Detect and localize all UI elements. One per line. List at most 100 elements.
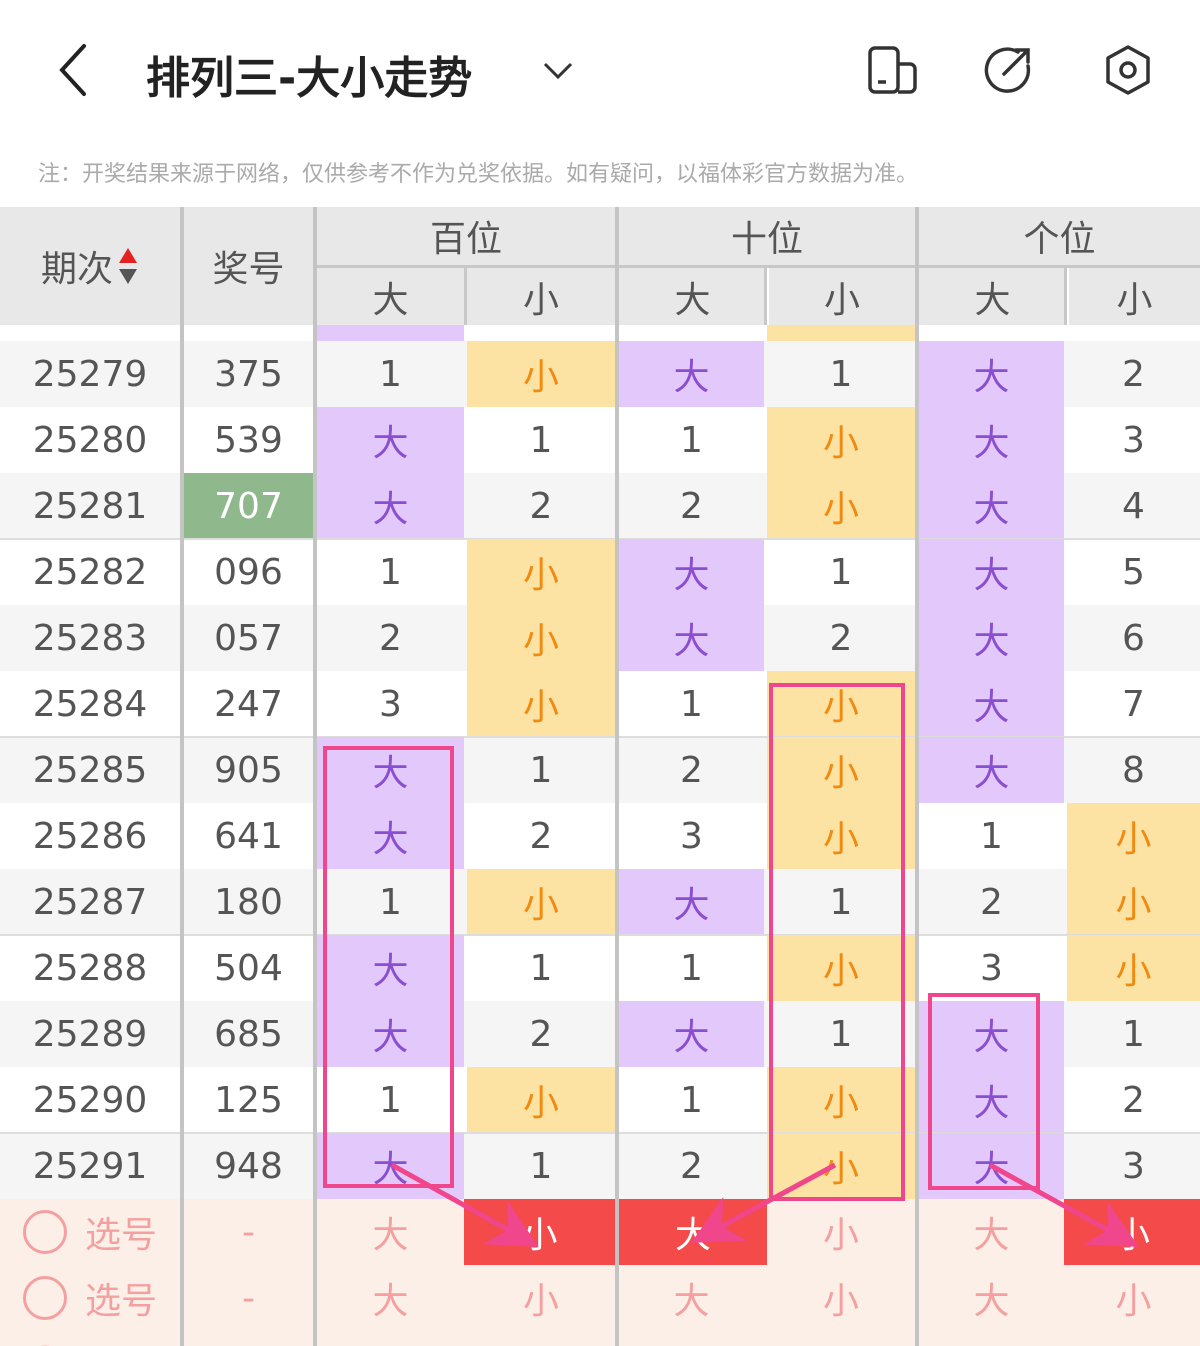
radio-button[interactable]: [22, 1210, 67, 1254]
sub-header-small: 小: [467, 268, 615, 325]
miss-count-cell: 2: [680, 485, 703, 527]
small-cell: 小: [467, 341, 615, 407]
column-divider: [915, 207, 919, 1346]
miss-count-cell: 1: [680, 947, 703, 989]
pick-cell-selected[interactable]: 小: [1064, 1199, 1200, 1265]
big-cell: 大: [317, 1133, 464, 1199]
sub-header-big: 大: [619, 268, 766, 325]
period-cell: 25290: [32, 1079, 148, 1121]
sub-header-big: 大: [919, 268, 1066, 325]
page-title[interactable]: 排列三-大小走势: [146, 53, 473, 104]
pick-cell[interactable]: 大: [317, 1199, 464, 1265]
pick-number: -: [184, 1265, 313, 1331]
settings-icon[interactable]: [1100, 42, 1156, 98]
group-header: 十位: [619, 207, 915, 265]
big-cell: 大: [919, 1133, 1064, 1199]
period-cell: 25282: [32, 551, 148, 593]
number-cell: 539: [214, 419, 283, 461]
miss-count-cell: 1: [1122, 1013, 1145, 1055]
miss-count-cell: 7: [1122, 683, 1145, 725]
big-cell: 大: [317, 407, 464, 473]
miss-count-cell: 1: [829, 353, 853, 395]
sort-icon[interactable]: [117, 246, 139, 286]
small-cell: 小: [467, 671, 615, 737]
miss-count-cell: 1: [680, 683, 703, 725]
miss-count-cell: 2: [980, 881, 1003, 923]
small-cell: 小: [467, 869, 615, 935]
period-cell: 25283: [32, 617, 148, 659]
pick-row-label[interactable]: 选号: [0, 1199, 180, 1265]
miss-count-cell: 2: [379, 617, 402, 659]
big-cell: 大: [619, 869, 764, 935]
small-cell: 小: [1067, 869, 1200, 935]
miss-count-cell: 1: [529, 1145, 553, 1187]
big-cell: 大: [619, 1001, 764, 1067]
period-cell: 25289: [32, 1013, 148, 1055]
pick-cell[interactable]: 小: [767, 1265, 915, 1331]
miss-count-cell: 3: [379, 683, 402, 725]
miss-count-cell: 4: [1122, 485, 1145, 527]
pick-cell-selected[interactable]: 大: [619, 1199, 767, 1265]
pick-label: 选号: [84, 1215, 157, 1256]
number-cell: 375: [214, 353, 283, 395]
pick-cell[interactable]: 小: [1067, 1265, 1200, 1331]
number-cell: 685: [214, 1013, 283, 1055]
small-cell: 小: [767, 935, 915, 1001]
number-cell: 905: [214, 749, 283, 791]
radio-partial-icon[interactable]: [20, 1331, 70, 1346]
pick-row-label[interactable]: 选号: [0, 1265, 180, 1331]
back-arrow-icon[interactable]: [52, 40, 102, 100]
miss-count-cell: 2: [529, 815, 553, 857]
group-header: 百位: [317, 207, 615, 265]
miss-count-cell: 8: [1122, 749, 1145, 791]
radio-button[interactable]: [22, 1276, 67, 1320]
number-cell: 125: [214, 1079, 283, 1121]
pick-cell-selected[interactable]: 小: [464, 1199, 615, 1265]
miss-count-cell: 3: [980, 947, 1003, 989]
split-screen-icon[interactable]: [864, 42, 920, 98]
pick-row-partial: [0, 1331, 1200, 1346]
small-cell: 小: [1067, 803, 1200, 869]
big-cell: 大: [317, 935, 464, 1001]
period-cell: 25284: [32, 683, 148, 725]
share-icon[interactable]: [980, 42, 1036, 98]
period-cell: 25287: [32, 881, 148, 923]
miss-count-cell: 1: [829, 551, 853, 593]
number-cell: 057: [214, 617, 283, 659]
trend-table: 期次 奖号 百位大小十位大小个位大小 25279 375 1 小大 1 大 2 25280 539 大 1…: [0, 207, 1200, 1346]
big-cell: 大: [619, 605, 764, 671]
column-divider: [615, 207, 619, 1346]
column-header-period[interactable]: 期次: [0, 207, 180, 325]
group-header: 个位: [919, 207, 1200, 265]
big-cell: 大: [619, 539, 764, 605]
pick-cell[interactable]: 大: [919, 1199, 1064, 1265]
pick-cell[interactable]: 大: [919, 1265, 1064, 1331]
partial-cell: [767, 325, 915, 341]
column-header-number: 奖号: [184, 207, 313, 325]
pick-number: -: [184, 1199, 313, 1265]
miss-count-cell: 1: [680, 1079, 703, 1121]
small-cell: 小: [767, 737, 915, 803]
pick-cell[interactable]: 大: [317, 1265, 464, 1331]
miss-count-cell: 2: [1122, 1079, 1145, 1121]
small-cell: 小: [467, 539, 615, 605]
period-cell: 25291: [32, 1145, 148, 1187]
small-cell: 小: [767, 803, 915, 869]
big-cell: 大: [919, 1001, 1064, 1067]
number-cell: 948: [214, 1145, 283, 1187]
column-divider: [180, 207, 184, 1346]
big-cell: 大: [919, 473, 1064, 539]
big-cell: 大: [317, 803, 464, 869]
period-label: 期次: [40, 249, 113, 290]
table-row: [0, 803, 1200, 869]
small-cell: 小: [467, 605, 615, 671]
pick-cell[interactable]: 小: [767, 1199, 915, 1265]
chevron-down-icon[interactable]: [540, 52, 576, 88]
pick-cell[interactable]: 大: [619, 1265, 764, 1331]
small-cell: 小: [767, 473, 915, 539]
small-cell: 小: [767, 407, 915, 473]
miss-count-cell: 1: [379, 1079, 402, 1121]
pick-cell[interactable]: 小: [467, 1265, 615, 1331]
small-cell: 小: [767, 671, 915, 737]
miss-count-cell: 5: [1122, 551, 1145, 593]
